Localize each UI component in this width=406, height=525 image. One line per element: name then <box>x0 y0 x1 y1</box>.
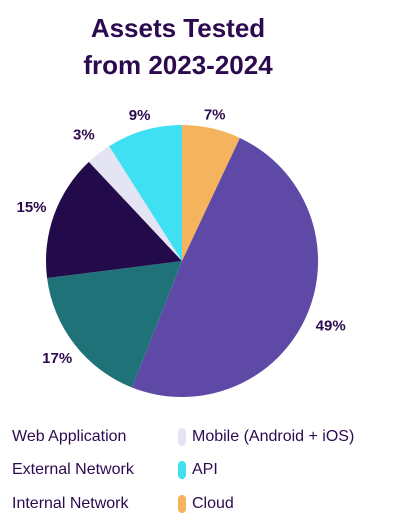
pie-label-web-application: 49% <box>316 317 346 334</box>
chart-title-line-1: Assets Tested <box>90 13 266 43</box>
pie-slice-cloud <box>182 125 240 261</box>
pie-slice-mobile-android-ios <box>88 146 182 261</box>
pie-slice-external-network <box>47 261 182 388</box>
legend-cloud: Cloud <box>192 494 234 514</box>
legend-label-internal-network: Internal Network <box>12 495 129 512</box>
legend-label-cloud: Cloud <box>192 495 234 512</box>
chart-title: Assets Tested from 2023-2024 <box>0 10 356 84</box>
legend-mobile: Mobile (Android + iOS) <box>192 427 354 447</box>
legend-swatch-cloud <box>178 495 186 513</box>
legend-internal-network: Internal Network <box>12 494 129 514</box>
legend-api: API <box>192 460 218 480</box>
legend-label-web-application: Web Application <box>12 428 127 445</box>
legend-label-api: API <box>192 461 218 478</box>
pie-label-mobile-android-ios: 3% <box>73 127 95 144</box>
legend-swatch-mobile <box>178 428 186 446</box>
pie-slice-internal-network <box>45 161 182 279</box>
legend-web-application: Web Application <box>12 427 126 447</box>
pie-label-cloud: 7% <box>204 107 226 124</box>
chart-title-line-2: from 2023-2024 <box>83 50 273 80</box>
pie-chart: 7% 49% 17% 15% 3% 9% <box>16 107 346 398</box>
legend-label-external-network: External Network <box>12 461 134 478</box>
pie-slice-api <box>109 125 182 261</box>
legend-swatch-api <box>178 461 186 479</box>
pie-label-external-network: 17% <box>42 350 72 367</box>
legend-label-mobile: Mobile (Android + iOS) <box>192 428 355 445</box>
pie-label-api: 9% <box>129 107 151 124</box>
legend-external-network: External Network <box>12 460 134 480</box>
pie-slice-web-application <box>131 137 319 398</box>
pie-label-internal-network: 15% <box>16 199 46 216</box>
